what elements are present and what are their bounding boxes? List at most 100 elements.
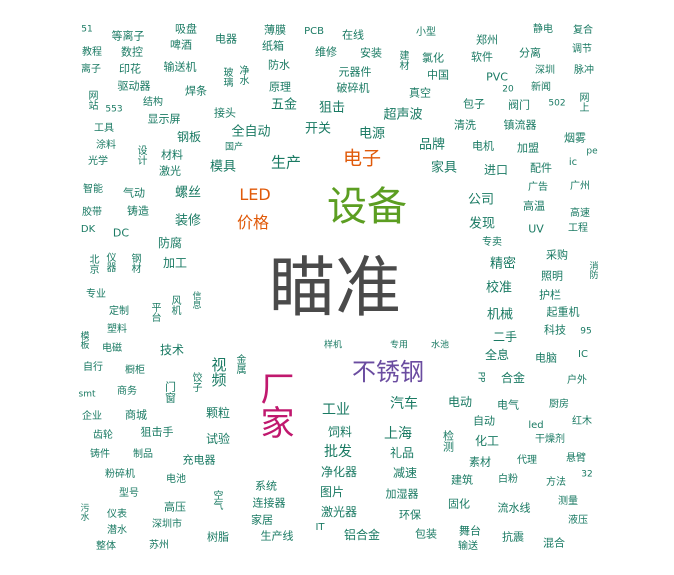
word-14: 小型 [416,27,436,38]
word-2: 厂家 [254,371,294,439]
word-1: 设备 [327,184,407,230]
word-131: 自行 [83,362,103,373]
word-103: 钢材 [129,253,140,273]
word-29: 离子 [81,64,101,75]
word-166: 素材 [469,455,491,469]
word-68: 品牌 [418,137,446,153]
word-42: 原理 [269,80,291,94]
word-39: 脉冲 [574,65,594,76]
word-155: 试验 [205,432,231,446]
word-146: 商城 [125,408,147,422]
word-203: 输送 [458,541,478,552]
word-32: 玻璃 [221,67,232,87]
word-125: 水池 [430,340,450,351]
word-142: 电动 [447,395,473,409]
word-41: 焊条 [185,84,207,98]
word-114: 风机 [169,295,180,315]
word-121: 二手 [492,330,518,344]
word-172: 减速 [392,466,418,480]
word-7: 51 [81,24,93,35]
word-190: 流水线 [497,501,531,515]
word-12: PCB [304,26,324,37]
word-138: smt [78,389,96,400]
word-202: 包装 [415,527,437,541]
word-86: 广告 [528,182,548,193]
word-51: 接头 [214,106,236,120]
word-199: 树脂 [207,530,229,544]
word-156: 饲料 [327,425,353,439]
word-102: 仪器 [104,252,115,272]
word-58: 网上 [577,92,588,112]
word-151: led [528,420,544,431]
word-70: 加盟 [517,141,539,155]
word-204: 抗震 [502,530,524,544]
word-105: 精密 [489,256,517,272]
word-82: 激光 [159,164,181,178]
word-117: 起重机 [546,305,580,319]
word-127: 技术 [159,343,185,357]
word-197: 整体 [96,541,116,552]
word-116: 机械 [486,307,514,323]
word-134: 金属 [234,354,245,374]
word-100: 专卖 [482,237,502,248]
word-198: 苏州 [149,540,169,551]
word-173: 建筑 [451,473,473,487]
word-5: LED [239,185,271,204]
word-124: 专用 [389,340,409,351]
word-92: 高速 [570,208,590,219]
word-94: DC [112,226,130,240]
word-187: 激光器 [320,505,358,519]
word-191: 液压 [568,515,588,526]
word-48: 结构 [143,97,163,108]
word-54: 超声波 [383,107,423,123]
word-101: 北京 [87,254,98,274]
word-174: 白粉 [498,474,518,485]
word-61: 开关 [304,121,332,137]
word-112: 定制 [109,306,129,317]
word-153: 齿轮 [93,430,113,441]
word-109: 专业 [86,289,106,300]
word-136: 合金 [500,371,526,385]
word-23: 安装 [360,46,382,60]
word-50: 显示屏 [147,112,181,126]
word-111: 护栏 [539,288,561,302]
word-46: 新闻 [531,82,551,93]
word-91: 高温 [523,199,545,213]
word-135: PP [475,371,486,383]
word-15: 郑州 [476,33,498,47]
word-120: 95 [580,326,592,337]
word-115: 信息 [190,291,201,309]
word-158: 检测 [441,430,455,452]
word-154: 狙击手 [140,425,174,439]
word-185: 空气 [211,490,222,510]
word-182: 污水 [78,503,89,521]
word-26: 软件 [471,50,493,64]
word-57: 502 [548,98,566,109]
word-16: 静电 [533,24,553,35]
word-143: 电气 [497,398,519,412]
word-122: 模板 [78,331,89,349]
word-36: 中国 [427,68,449,82]
word-19: 数控 [121,45,143,59]
word-99: 防腐 [157,236,183,250]
word-59: 工具 [94,123,114,134]
word-80: 配件 [530,161,552,175]
word-196: 舞台 [459,524,481,538]
word-21: 纸箱 [262,39,284,53]
word-141: 饺子 [190,372,201,392]
word-129: 电脑 [535,351,557,365]
word-200: 生产线 [260,529,294,543]
word-195: IT [315,522,325,533]
word-9: 吸盘 [175,22,197,36]
word-75: 光学 [88,156,108,167]
word-152: 红木 [572,416,592,427]
word-60: 全自动 [231,124,271,140]
word-87: 广州 [570,181,590,192]
word-96: 发现 [468,216,496,232]
word-161: 铸件 [90,449,110,460]
word-62: 电源 [358,126,386,142]
word-110: 校准 [485,280,513,296]
word-132: 橱柜 [125,365,145,376]
word-147: 颗粒 [205,406,231,420]
word-53: 狙击 [318,100,346,116]
